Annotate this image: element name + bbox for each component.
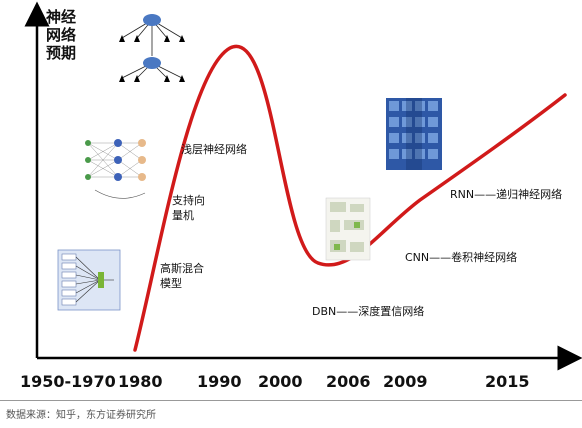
- y-axis-label-line-2: 网络: [46, 26, 77, 44]
- year-label-2006: 2006: [326, 372, 371, 391]
- footer-divider: [0, 400, 582, 401]
- year-label-2015: 2015: [485, 372, 530, 391]
- year-label-1980: 1980: [118, 372, 163, 391]
- cnn-cube-icon: [386, 98, 442, 170]
- label-svm-line1: 支持向: [172, 194, 205, 207]
- y-axis-label-line-1: 神经: [46, 8, 77, 26]
- y-axis-label: 神经 网络 预期: [46, 8, 86, 62]
- label-rnn: RNN——递归神经网络: [450, 188, 563, 201]
- perceptron-diagram-icon: [119, 14, 185, 82]
- dbn-figure-icon: [325, 197, 371, 261]
- label-svm-line2: 量机: [172, 209, 194, 222]
- network-layers-diagram-icon: [85, 139, 146, 199]
- label-cnn: CNN——卷积神经网络: [405, 251, 518, 264]
- source-note: 数据来源：知乎，东方证券研究所: [6, 410, 156, 421]
- gmm-diagram-icon: [57, 249, 121, 311]
- label-gmm-line2: 模型: [160, 277, 182, 290]
- year-label-1990: 1990: [197, 372, 242, 391]
- year-label-2000: 2000: [258, 372, 303, 391]
- expectation-curve: [133, 44, 567, 352]
- label-dbn: DBN——深度置信网络: [312, 305, 425, 318]
- year-label-2009: 2009: [383, 372, 428, 391]
- label-shallow-nn: 浅层神经网络: [181, 143, 247, 156]
- label-gmm-line1: 高斯混合: [160, 262, 204, 275]
- year-label-1950-1970: 1950-1970: [20, 372, 116, 391]
- y-axis-label-line-3: 预期: [46, 44, 77, 62]
